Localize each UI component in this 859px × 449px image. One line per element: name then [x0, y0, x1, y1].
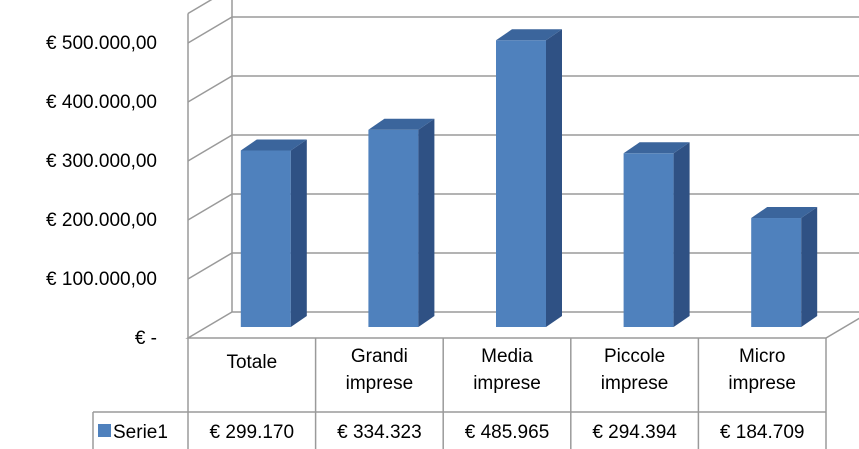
legend-swatch [98, 424, 111, 437]
gridline [187, 16, 859, 44]
y-tick-label: € 500.000,00 [46, 33, 157, 54]
data-table-value: € 334.323 [337, 422, 422, 443]
bar [623, 142, 690, 327]
y-tick-label: € 300.000,00 [46, 151, 157, 172]
bar-top [623, 142, 690, 154]
bar [368, 118, 435, 328]
x-category-label: Media imprese [473, 346, 541, 394]
y-tick-label: € 100.000,00 [46, 269, 157, 290]
bar-front [751, 218, 802, 327]
data-table-value: € 294.394 [592, 422, 677, 443]
data-table-value: € 299.170 [210, 422, 295, 443]
y-tick-label: € - [135, 328, 157, 349]
bar-front [240, 150, 291, 327]
data-table-value: € 184.709 [720, 422, 805, 443]
bar [751, 207, 818, 327]
bar-side [801, 207, 818, 327]
y-axis-tick-labels: € - € 100.000,00 € 200.000,00 € 300.000,00 €… [46, 33, 157, 349]
wall-top-edge [187, 0, 213, 15]
x-category-label: Micro imprese [728, 346, 796, 394]
gridline [187, 75, 859, 103]
bar-top [240, 139, 307, 151]
y-tick-label: € 200.000,00 [46, 210, 157, 231]
bar-front [623, 153, 674, 327]
x-category-label: Totale [226, 352, 277, 373]
bar-front [496, 40, 546, 328]
bar-top [751, 207, 818, 219]
legend-label: Serie1 [113, 422, 168, 443]
floor [185, 311, 859, 339]
y-tick-label: € 400.000,00 [46, 92, 157, 113]
bar-side [418, 118, 435, 328]
bar-side [290, 139, 307, 327]
gridline [187, 134, 859, 162]
chart-walls [185, 0, 859, 339]
bars [240, 29, 818, 328]
bar-side [546, 29, 562, 328]
bar [496, 29, 562, 328]
data-table: Totale Grandi imprese Media imprese Piccole im… [92, 338, 827, 449]
bar-front [368, 129, 419, 327]
data-table-value: € 485.965 [465, 422, 550, 443]
x-category-label: Piccole imprese [601, 346, 669, 394]
x-category-label: Grandi imprese [346, 346, 414, 394]
bar [240, 139, 307, 327]
bar-top [368, 118, 435, 130]
bar-top [496, 29, 562, 41]
bar-side [673, 142, 690, 327]
